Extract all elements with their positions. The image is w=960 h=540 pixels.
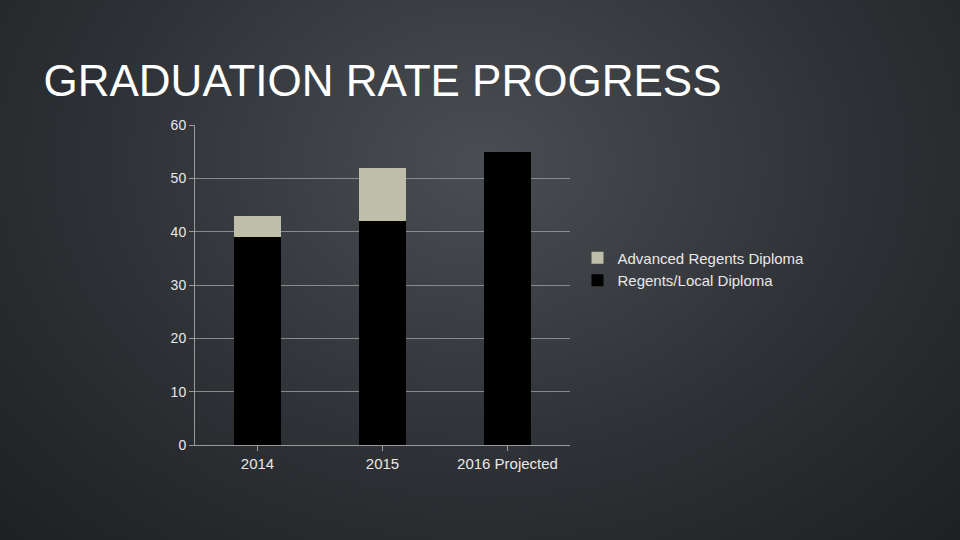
- svg-text:Regents/Local Diploma: Regents/Local Diploma: [618, 272, 774, 289]
- svg-text:10: 10: [171, 384, 187, 400]
- svg-text:50: 50: [171, 170, 187, 186]
- svg-text:20: 20: [171, 330, 187, 346]
- svg-text:2014: 2014: [241, 455, 274, 472]
- svg-text:2015: 2015: [366, 455, 399, 472]
- svg-text:0: 0: [178, 437, 186, 453]
- svg-text:60: 60: [171, 117, 187, 133]
- svg-text:GRADUATION RATE PROGRESS: GRADUATION RATE PROGRESS: [43, 56, 721, 105]
- svg-text:Advanced Regents Diploma: Advanced Regents Diploma: [618, 250, 805, 267]
- svg-text:40: 40: [171, 224, 187, 240]
- svg-text:30: 30: [171, 277, 187, 293]
- svg-text:2016 Projected: 2016 Projected: [457, 455, 558, 472]
